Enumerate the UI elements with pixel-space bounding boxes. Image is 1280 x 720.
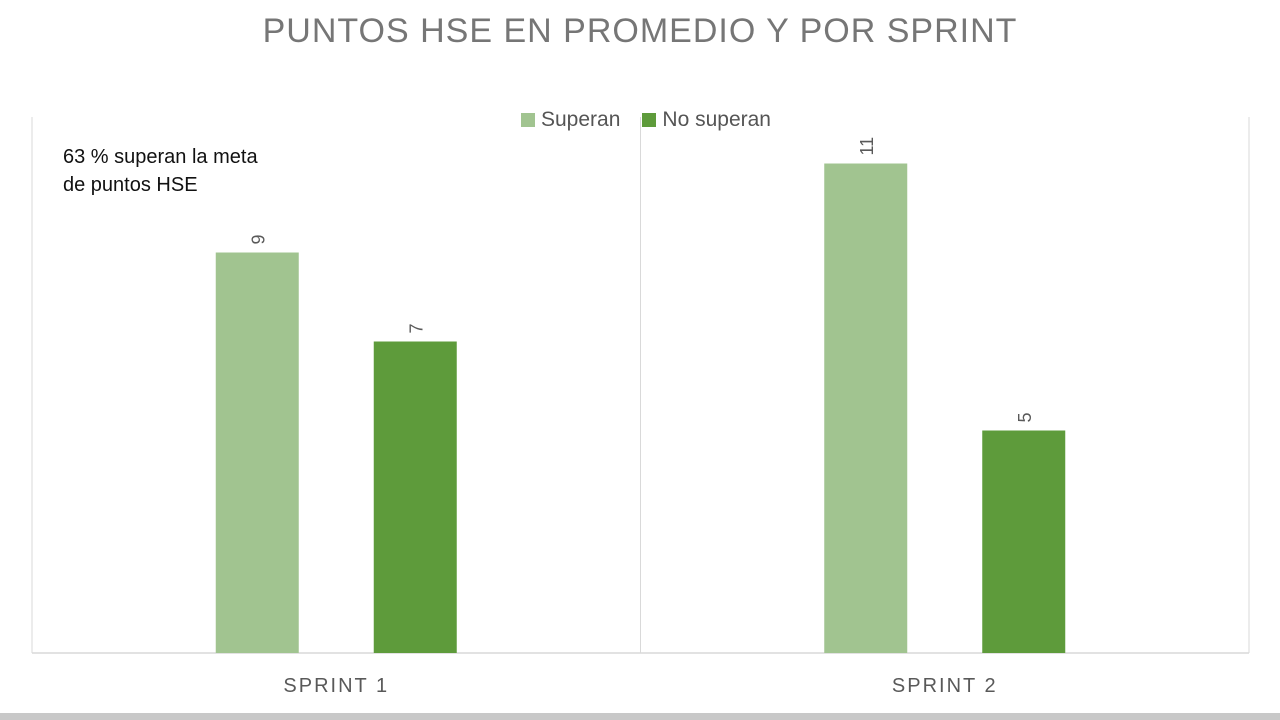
x-tick-label: SPRINT 1	[283, 675, 389, 697]
bar-no-superan-1	[373, 341, 457, 653]
annotation-line-2: de puntos HSE	[63, 174, 198, 196]
bar-no-superan-2	[982, 430, 1066, 653]
legend-item-superan: Superan	[521, 108, 620, 132]
footer-bar	[0, 713, 1280, 720]
data-label: 7	[406, 323, 426, 333]
legend-item-no-superan: No superan	[642, 108, 771, 132]
data-label: 11	[857, 137, 877, 156]
legend-swatch-superan	[521, 113, 535, 127]
legend-label-no-superan: No superan	[662, 108, 771, 131]
annotation-line-1: 63 % superan la meta	[63, 146, 258, 168]
bar-superan-1	[215, 252, 299, 653]
legend: Superan No superan	[521, 108, 771, 132]
bar-superan-2	[824, 163, 908, 653]
legend-label-superan: Superan	[541, 108, 621, 131]
chart-title: PUNTOS HSE EN PROMEDIO Y POR SPRINT	[262, 12, 1018, 50]
data-label: 9	[248, 234, 268, 244]
legend-swatch-no-superan	[642, 113, 657, 127]
data-label: 5	[1015, 412, 1035, 422]
x-tick-label: SPRINT 2	[892, 675, 998, 697]
annotation-text: 63 % superan la meta de puntos HSE	[63, 143, 323, 199]
